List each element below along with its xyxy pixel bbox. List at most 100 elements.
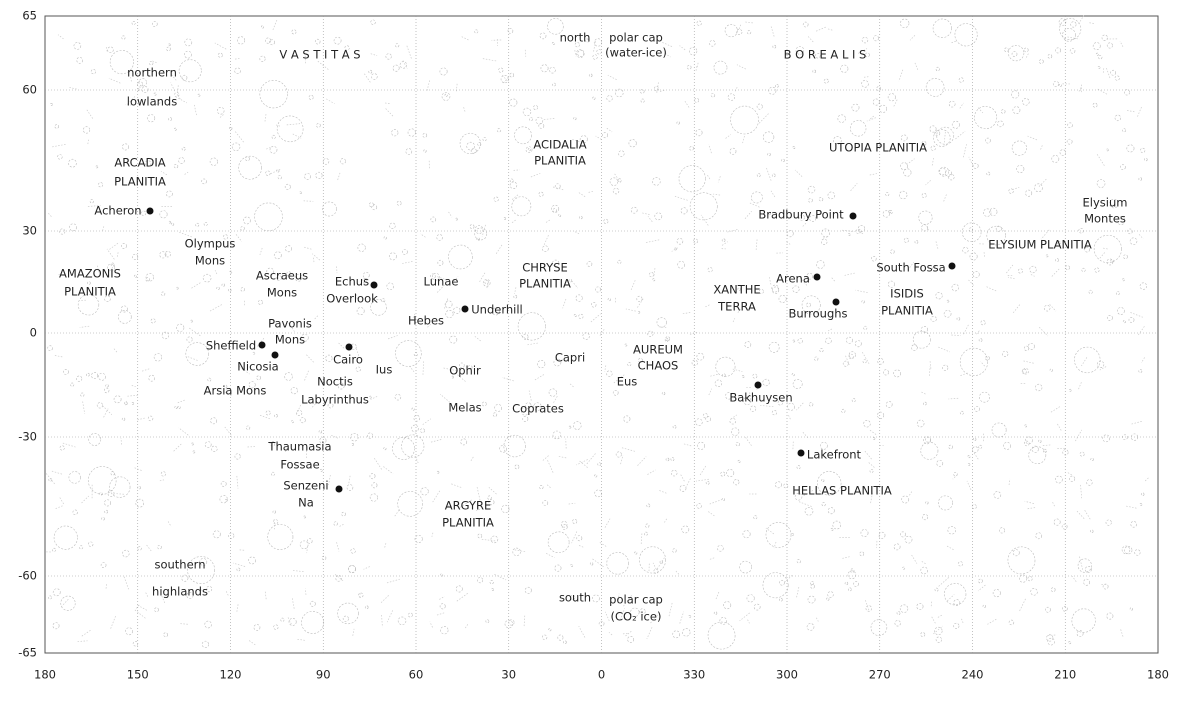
crater [617,259,622,264]
crater [437,259,444,266]
crater [676,237,684,245]
crater [1129,237,1138,245]
crater [749,405,757,412]
crater [190,319,193,323]
crater [1095,52,1099,56]
ridge [909,35,916,41]
crater [888,210,893,215]
crater [598,620,605,627]
place-label: Lunae [424,275,459,289]
crater [672,548,677,553]
crater [810,584,815,589]
crater [847,233,851,236]
crater [237,36,246,45]
crater [54,124,59,129]
crater [76,375,83,382]
ridge [713,193,721,196]
crater [936,126,955,145]
crater [100,562,107,568]
crater [756,103,763,110]
crater [1038,439,1042,443]
crater [665,336,671,342]
crater [178,59,202,83]
ridge [571,531,578,544]
place-label: UTOPIA PLANITIA [829,141,927,155]
crater [904,535,913,544]
ridge [430,438,443,443]
crater [202,273,212,283]
ridge [1012,186,1020,190]
crater [96,402,103,409]
ridge [384,543,387,548]
ridge [710,374,718,377]
crater [885,401,893,408]
ridge [408,365,415,373]
crater [980,320,986,326]
site-dot [335,485,343,493]
crater [634,551,638,555]
place-label: Ophir [449,364,481,378]
crater [848,351,856,359]
crater [974,406,980,412]
ridge [841,229,855,233]
ridge [264,114,267,122]
crater [1017,268,1023,274]
crater [507,28,514,34]
crater [1096,360,1105,369]
ridge [952,474,958,480]
crater [48,595,52,600]
crater [695,418,703,426]
ridge [930,601,933,608]
ridge [547,460,554,474]
crater [137,546,142,551]
crater [664,338,669,342]
crater [269,145,278,154]
crater [488,499,495,506]
longitude-label: 330 [683,668,705,682]
crater [639,608,646,615]
ridge [60,598,69,608]
ridge [1138,234,1144,240]
ridge [647,216,653,222]
crater [199,558,208,566]
crater [1000,109,1006,114]
crater [841,408,846,414]
crater [1011,90,1020,99]
crater [265,37,272,44]
crater [863,325,868,330]
crater [1139,282,1147,290]
ridge [737,306,744,313]
ridge [443,367,457,372]
crater [470,147,477,154]
crater [647,330,654,337]
crater [355,366,361,372]
crater [615,451,622,458]
ridge [679,45,686,51]
crater [1094,267,1100,273]
crater [1122,320,1126,324]
crater [778,294,787,303]
crater [411,407,415,411]
crater [814,356,819,361]
ridge [664,518,668,523]
crater [276,115,304,143]
ridge [862,352,870,364]
crater [932,18,953,38]
ridge [109,242,120,250]
ridge [946,545,954,550]
ridge [621,447,636,452]
crater [900,162,908,171]
ridge [739,612,750,622]
crater [1051,155,1060,163]
crater [131,402,135,405]
crater [184,38,193,47]
ridge [1007,276,1015,280]
crater [1078,227,1084,234]
crater [821,238,828,245]
crater [548,388,557,397]
crater [693,238,699,244]
crater [995,225,1002,232]
ridge [770,190,776,198]
crater [630,607,640,617]
ridge [511,219,517,224]
